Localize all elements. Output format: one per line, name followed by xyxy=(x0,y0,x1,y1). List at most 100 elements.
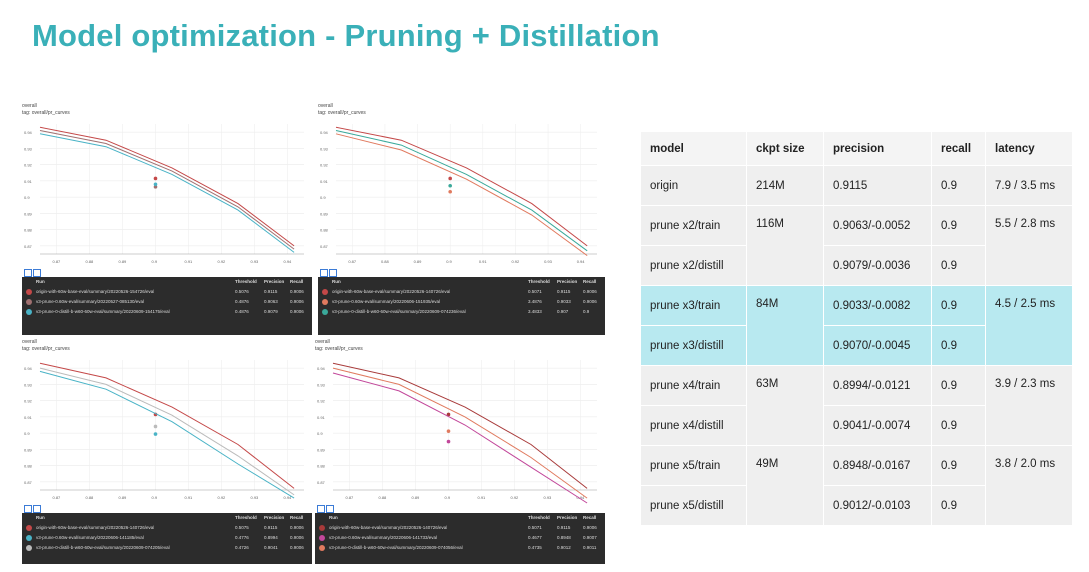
legend-recall: 0.9011 xyxy=(583,545,597,550)
legend-row[interactable]: origin-with-60w-base-eval/summary/202205… xyxy=(318,287,605,297)
legend-threshold: 0.5076 xyxy=(235,289,249,294)
cell-ckpt: 214M xyxy=(746,165,824,206)
y-tick-label: 0.93 xyxy=(24,382,33,387)
y-tick-label: 0.92 xyxy=(24,163,33,168)
legend-threshold: 0.4726 xyxy=(235,545,249,550)
legend-header: Run Threshold Precision Recall xyxy=(315,513,605,523)
expand-icon[interactable] xyxy=(329,269,337,277)
series-line-2 xyxy=(39,367,295,496)
series-marker-3 xyxy=(448,183,452,188)
legend-recall: 0.9006 xyxy=(290,545,304,550)
cell-model: prune x4/train xyxy=(640,365,747,406)
y-tick-label: 0.87 xyxy=(317,480,326,485)
table-row: prune x4/distill 0.9041/-0.0074 0.9 xyxy=(640,405,1073,446)
x-tick-label: 0.91 xyxy=(185,495,194,500)
series-marker-1 xyxy=(153,176,158,181)
y-tick-label: 0.91 xyxy=(24,179,33,184)
legend-col-run: Run xyxy=(36,515,45,520)
legend-col-recall: Recall xyxy=(290,515,304,520)
cell-model: prune x5/train xyxy=(640,445,747,486)
cell-model: prune x4/distill xyxy=(640,405,747,446)
x-tick-label: 0.91 xyxy=(478,495,487,500)
y-tick-label: 0.93 xyxy=(24,146,33,151)
legend-threshold: 3.4833 xyxy=(528,309,542,314)
fit-domain-icon[interactable] xyxy=(320,269,328,277)
y-tick-label: 0.89 xyxy=(24,211,33,216)
legend-row[interactable]: v3-prune-0.60w-eval/summary/20220606-151… xyxy=(318,297,605,307)
x-tick-label: 0.89 xyxy=(414,259,423,264)
legend-row[interactable]: origin-with-60w-base-eval/summary/202205… xyxy=(22,523,312,533)
slide-title: Model optimization - Pruning + Distillat… xyxy=(32,18,660,53)
legend-col-recall: Recall xyxy=(583,279,597,284)
cell-recall: 0.9 xyxy=(931,365,986,406)
legend-row[interactable]: v3-prune-0.60w-eval/summary/20220606-141… xyxy=(315,533,605,543)
legend-row[interactable]: v3-prune-0.60w-eval/summary/20220606-141… xyxy=(22,533,312,543)
legend-recall: 0.9006 xyxy=(290,525,304,530)
table-row: prune x4/train 63M 0.8994/-0.0121 0.9 3.… xyxy=(640,365,1073,446)
y-tick-label: 0.9 xyxy=(320,195,326,200)
y-tick-label: 0.94 xyxy=(24,366,33,371)
panel-subtitle: tag: overall/pr_curves xyxy=(315,346,363,352)
legend-row[interactable]: v3-prune-0-distill-b-w60-60w-eval/summar… xyxy=(22,307,312,317)
cell-recall: 0.9 xyxy=(931,485,986,526)
expand-icon[interactable] xyxy=(33,505,41,513)
y-tick-label: 0.92 xyxy=(24,399,33,404)
legend-table: Run Threshold Precision Recall origin-with-6… xyxy=(318,277,605,335)
cell-precision: 0.9115 xyxy=(823,165,932,206)
legend-threshold: 0.4776 xyxy=(235,535,249,540)
legend-precision: 0.9063 xyxy=(264,299,278,304)
table-row-highlighted: prune x3/distill 0.9070/-0.0045 0.9 xyxy=(640,325,1073,366)
fit-domain-icon[interactable] xyxy=(24,269,32,277)
legend-col-precision: Precision xyxy=(264,515,285,520)
legend-row[interactable]: v3-prune-0-distill-b-w60-60w-eval/summar… xyxy=(315,543,605,553)
legend-row[interactable]: origin-with-60w-base-eval/summary/202205… xyxy=(315,523,605,533)
y-tick-label: 0.93 xyxy=(317,382,326,387)
pr-curve-chart: 0.94 0.93 0.92 0.91 0.9 0.89 0.88 0.87 0.87 0.88 0… xyxy=(24,360,304,500)
legend-header: Run Threshold Precision Recall xyxy=(22,513,312,523)
legend-col-precision: Precision xyxy=(557,515,578,520)
x-tick-label: 0.93 xyxy=(251,495,260,500)
table-row: prune x2/distill 0.9079/-0.0036 0.9 xyxy=(640,245,1073,286)
legend-recall: 0.9006 xyxy=(290,535,304,540)
legend-row[interactable]: v3-prune-0-distill-b-w60-60w-eval/summar… xyxy=(318,307,605,317)
cell-precision: 0.9070/-0.0045 xyxy=(823,325,932,366)
legend-name: origin-with-60w-base-eval/summary/202205… xyxy=(36,289,155,294)
x-tick-label: 0.92 xyxy=(218,259,227,264)
legend-threshold: 0.4677 xyxy=(528,535,542,540)
fit-domain-icon[interactable] xyxy=(24,505,32,513)
legend-threshold: 0.4735 xyxy=(528,545,542,550)
cell-recall: 0.9 xyxy=(931,205,986,246)
series-line-3 xyxy=(39,133,295,253)
cell-ckpt: 49M xyxy=(746,445,824,526)
legend-name: origin-with-60w-base-eval/summary/202205… xyxy=(332,289,451,294)
legend-header: Run Threshold Precision Recall xyxy=(22,277,312,287)
fit-domain-icon[interactable] xyxy=(317,505,325,513)
series-color-swatch xyxy=(26,309,32,315)
y-tick-label: 0.87 xyxy=(24,480,33,485)
col-ckpt-size: ckpt size xyxy=(746,131,824,166)
legend-recall: 0.9006 xyxy=(290,309,304,314)
series-color-swatch xyxy=(26,299,32,305)
cell-recall: 0.9 xyxy=(931,245,986,286)
legend-threshold: 0.5075 xyxy=(235,525,249,530)
table-row: prune x5/train 49M 0.8948/-0.0167 0.9 3.… xyxy=(640,445,1073,526)
legend-row[interactable]: v3-prune-0-distill-b-w60-60w-eval/summar… xyxy=(22,543,312,553)
legend-row[interactable]: origin-with-60w-base-eval/summary/202205… xyxy=(22,287,312,297)
series-marker-3 xyxy=(153,432,158,436)
legend-name: v3-prune-0.60w-eval/summary/20220606-151… xyxy=(332,299,441,304)
cell-precision: 0.9012/-0.0103 xyxy=(823,485,932,526)
legend-name: v3-prune-0-distill-b-w60-60w-eval/summar… xyxy=(329,545,463,550)
table-row: origin 214M 0.9115 0.9 7.9 / 3.5 ms xyxy=(640,165,1073,206)
legend-row[interactable]: v3-prune-0.60w-eval/summary/20220527-085… xyxy=(22,297,312,307)
series-marker-2 xyxy=(446,429,451,433)
expand-icon[interactable] xyxy=(326,505,334,513)
x-tick-label: 0.9 xyxy=(152,495,158,500)
cell-latency: 5.5 / 2.8 ms xyxy=(985,205,1073,286)
legend-threshold: 0.4876 xyxy=(235,299,249,304)
expand-icon[interactable] xyxy=(33,269,41,277)
x-tick-label: 0.94 xyxy=(577,495,586,500)
series-line-1 xyxy=(39,362,295,489)
cell-latency: 3.8 / 2.0 ms xyxy=(985,445,1073,526)
y-tick-label: 0.94 xyxy=(317,366,326,371)
legend-table: Run Threshold Precision Recall origin-with-6… xyxy=(22,277,312,335)
